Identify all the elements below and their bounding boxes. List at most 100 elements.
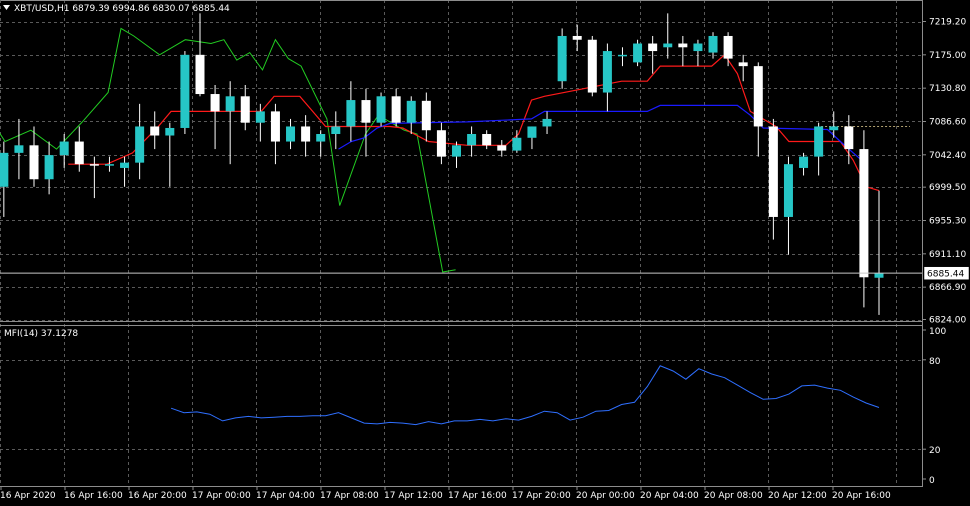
bull-candle-body: [331, 126, 341, 135]
candle: [648, 35, 658, 74]
candle: [814, 122, 824, 176]
bull-candle-body: [557, 35, 567, 82]
bull-candle-body: [617, 54, 627, 57]
candle: [859, 130, 869, 308]
bull-candle-body: [180, 54, 190, 128]
price-tick-label: 6866.90: [929, 283, 966, 293]
bull-candle-body: [467, 134, 477, 146]
candle: [135, 103, 145, 180]
bull-candle-body: [135, 126, 145, 163]
bear-candle-body: [648, 43, 658, 52]
candle: [693, 39, 703, 67]
time-tick-label: 20 Apr 00:00: [576, 491, 635, 501]
mfi-tick-label: 20: [929, 446, 941, 456]
green-line-path: [0, 27, 456, 273]
candle: [738, 54, 748, 82]
candle: [768, 118, 778, 240]
bull-candle-body: [814, 126, 824, 157]
candle: [210, 84, 220, 150]
bear-candle-body: [768, 126, 778, 217]
candle: [678, 35, 688, 67]
candle: [104, 156, 114, 172]
bear-candle-body: [497, 145, 507, 151]
bull-candle-body: [104, 164, 114, 166]
time-tick-label: 17 Apr 04:00: [256, 491, 315, 501]
bull-candle-body: [346, 100, 356, 127]
mfi-line-path: [170, 365, 880, 426]
bull-candle-body: [829, 126, 839, 131]
candle: [255, 103, 265, 142]
blue-line-path: [338, 104, 867, 165]
bear-candle-body: [195, 54, 205, 95]
bull-candle-body: [799, 156, 809, 168]
price-tick-label: 6955.30: [929, 216, 966, 226]
bull-candle-body: [376, 96, 386, 123]
bear-candle-body: [361, 100, 371, 123]
candle: [391, 88, 401, 127]
candle: [89, 156, 99, 199]
chevron-down-icon[interactable]: [3, 5, 10, 10]
bear-candle-body: [738, 62, 748, 67]
price-tick-label: 7219.20: [929, 18, 966, 28]
bear-candle-body: [678, 43, 688, 48]
time-tick-label: 20 Apr 04:00: [640, 491, 699, 501]
price-tick-label: 6824.00: [929, 316, 966, 326]
candle: [874, 190, 884, 315]
bear-candle-body: [436, 130, 446, 157]
candle: [663, 13, 673, 59]
bear-candle-body: [210, 94, 220, 112]
price-tick-label: 6999.50: [929, 183, 966, 193]
bear-candle-body: [482, 134, 492, 146]
candle: [29, 126, 39, 187]
bull-candle-body: [633, 43, 643, 63]
time-tick-label: 16 Apr 2020: [0, 491, 56, 501]
price-tick-label: 7086.60: [929, 117, 966, 127]
indicator-label: MFI(14) 37.1278: [4, 329, 78, 339]
bull-candle-body: [255, 111, 265, 123]
bear-candle-body: [844, 126, 854, 150]
candle: [467, 126, 477, 157]
current-price-label: 6885.44: [927, 270, 964, 280]
bear-candle-body: [74, 141, 84, 165]
bear-candle-body: [240, 96, 250, 123]
blue-indicator-line: [338, 104, 867, 165]
chart-frame: [0, 0, 923, 487]
candle: [602, 43, 612, 112]
bull-candle-body: [708, 35, 718, 53]
candle: [180, 51, 190, 135]
time-tick-label: 17 Apr 20:00: [512, 491, 571, 501]
candle: [301, 115, 311, 157]
candle: [542, 111, 552, 135]
candle: [59, 134, 69, 168]
candle: [331, 111, 341, 150]
bear-candle-body: [270, 111, 280, 142]
mfi-axis: 100 80 20 0: [922, 327, 946, 486]
candle: [346, 81, 356, 142]
time-tick-label: 17 Apr 16:00: [448, 491, 507, 501]
bull-candle-body: [0, 152, 9, 187]
candle: [120, 156, 130, 187]
time-axis: 16 Apr 2020 16 Apr 16:00 16 Apr 20:00 17 Ap…: [0, 486, 891, 501]
bull-candle-body: [225, 96, 235, 112]
time-tick-label: 17 Apr 12:00: [384, 491, 443, 501]
bear-candle-body: [753, 66, 763, 127]
time-tick-label: 20 Apr 16:00: [832, 491, 891, 501]
bull-candle-body: [602, 51, 612, 93]
bull-candle-body: [59, 141, 69, 156]
candle: [783, 156, 793, 255]
time-tick-label: 20 Apr 08:00: [704, 491, 763, 501]
time-tick-label: 16 Apr 20:00: [128, 491, 187, 501]
candle: [753, 62, 763, 157]
time-tick-label: 20 Apr 12:00: [768, 491, 827, 501]
time-tick-label: 17 Apr 00:00: [192, 491, 251, 501]
candle: [165, 122, 175, 187]
green-indicator-line: [0, 27, 456, 273]
price-axis: 7219.20 7175.00 7130.80 7086.60 7042.40 6999.…: [922, 18, 966, 326]
bull-candle-body: [44, 155, 54, 180]
bull-candle-body: [663, 43, 673, 48]
bull-candle-body: [874, 273, 884, 278]
candle: [421, 92, 431, 142]
bull-candle-body: [120, 162, 130, 168]
candle: [240, 84, 250, 131]
